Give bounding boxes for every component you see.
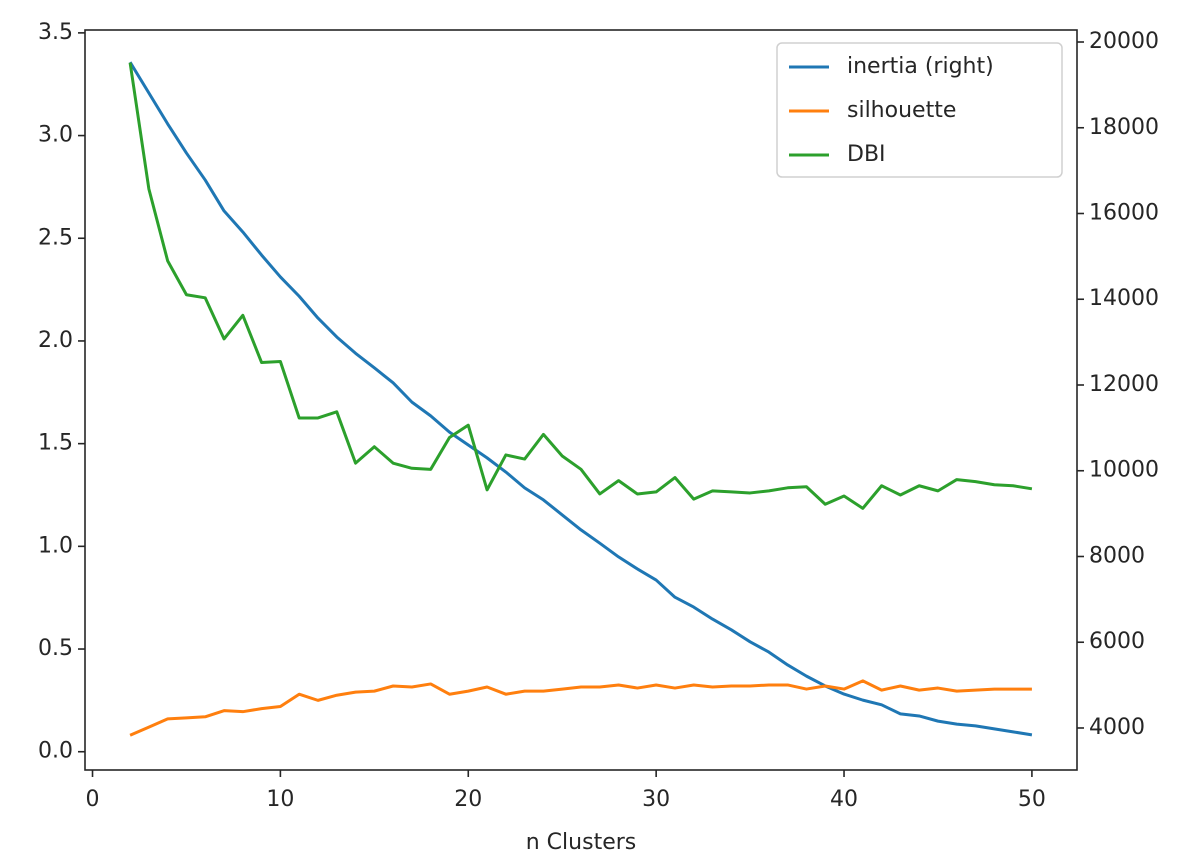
y-tick-label: 1.0 [38,533,73,558]
legend-label: DBI [847,142,886,167]
y2-tick-label: 12000 [1089,372,1159,397]
series-line [128,61,1033,737]
plot-frame [84,29,1078,771]
y2-tick-label: 6000 [1089,629,1145,654]
series-line [129,679,1032,737]
y2-tick-label: 16000 [1089,200,1159,225]
y-tick-label: 2.0 [38,328,73,353]
x-tick-label: 40 [830,787,858,812]
y-tick-label: 0.5 [38,636,73,661]
y-tick-label: 3.0 [38,123,73,148]
x-tick-label: 50 [1018,787,1046,812]
y-tick-label: 0.0 [38,739,73,764]
y2-tick-label: 10000 [1089,458,1159,483]
y2-tick-label: 8000 [1089,543,1145,568]
y-tick-label: 3.5 [38,20,73,45]
x-tick-label: 0 [86,787,100,812]
series-line [128,62,1033,510]
x-tick-label: 20 [454,787,482,812]
y2-tick-label: 14000 [1089,286,1159,311]
x-axis-label: n Clusters [526,830,636,855]
y2-tick-label: 20000 [1089,29,1159,54]
x-tick-label: 30 [642,787,670,812]
legend-label: silhouette [847,98,956,123]
x-tick-label: 10 [266,787,294,812]
legend-label: inertia (right) [847,54,994,79]
legend-box [776,42,1063,178]
y2-tick-label: 4000 [1089,715,1145,740]
y-tick-label: 1.5 [38,431,73,456]
y-tick-label: 2.5 [38,225,73,250]
y2-tick-label: 18000 [1089,115,1159,140]
